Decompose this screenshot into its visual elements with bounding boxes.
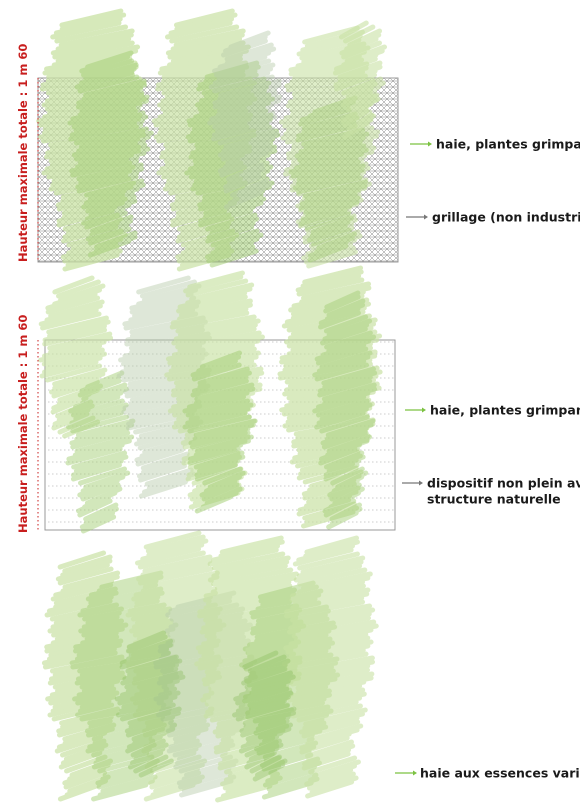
label-hedge-3: haie aux essences variées [420, 766, 580, 781]
panel-3: haie aux essences variées [41, 530, 580, 803]
height-marker-1: Hauteur maximale totale : 1 m 60 [16, 44, 39, 262]
height-label-1: Hauteur maximale totale : 1 m 60 [16, 44, 30, 262]
hedge-panel-3 [41, 530, 379, 803]
hedge-shrub [67, 50, 154, 258]
label-fence-1: grillage (non industriel) [432, 210, 580, 225]
hedge-shrub [124, 530, 227, 802]
hedge-shrub [65, 370, 136, 534]
label-hedge-2: haie, plantes grimpantes... [430, 403, 580, 418]
hedge-shrub [332, 20, 388, 140]
hedge-shrub [312, 290, 378, 530]
hedge-panel-1 [36, 8, 388, 272]
callout-hedge-1: haie, plantes grimpantes... [410, 137, 580, 152]
callout-hedge-2: haie, plantes grimpantes... [405, 403, 580, 418]
callout-structure-2: dispositif non plein avec structure natu… [402, 476, 580, 507]
label-hedge-1: haie, plantes grimpantes... [436, 137, 580, 152]
hedge-shrub [232, 650, 297, 782]
height-marker-2: Hauteur maximale totale : 1 m 60 [16, 315, 39, 533]
hedge-shrub [114, 630, 186, 778]
hedge-shrub [184, 60, 281, 268]
hedge-shrub [281, 535, 379, 799]
callout-hedge-3: haie aux essences variées [395, 766, 580, 781]
panel-2: Hauteur maximale totale : 1 m 60 haie, p… [16, 265, 580, 534]
height-label-2: Hauteur maximale totale : 1 m 60 [16, 315, 30, 533]
callout-fence-1: grillage (non industriel) [406, 210, 580, 225]
hedge-shrub [182, 350, 258, 514]
panel-1: Hauteur maximale totale : 1 m 60 haie, p… [16, 8, 580, 272]
label-structure-2-line2: structure naturelle [427, 492, 561, 507]
label-structure-2-line1: dispositif non plein avec [427, 476, 580, 491]
hedge-shrub [288, 95, 370, 263]
hedge-shrub [38, 275, 114, 439]
hedge-shrub [207, 30, 283, 210]
hedge-panel-2 [38, 265, 383, 534]
